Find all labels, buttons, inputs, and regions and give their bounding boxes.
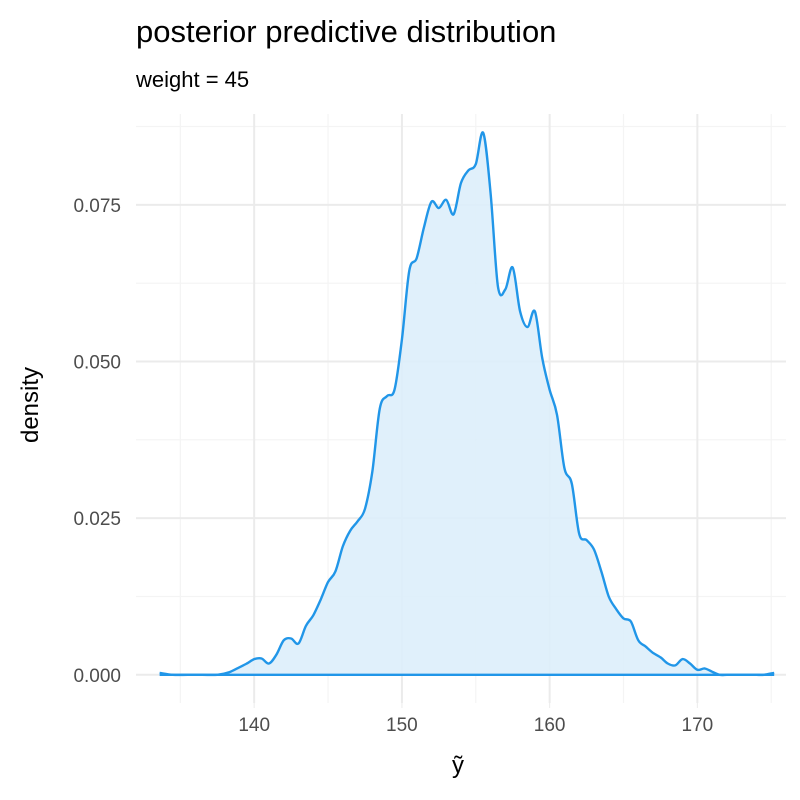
x-tick-label: 170 <box>682 715 714 736</box>
density-curve <box>159 131 775 677</box>
x-tick-label: 140 <box>238 715 270 736</box>
density-area-group <box>159 131 775 677</box>
y-tick-label: 0.025 <box>73 509 121 530</box>
x-axis-ticks: 140 150 160 170 <box>238 703 713 736</box>
y-axis-title: density <box>17 367 44 443</box>
y-axis-ticks: 0.000 0.025 0.050 0.075 <box>73 196 121 687</box>
density-area-fill <box>159 132 775 676</box>
x-axis-title: ỹ <box>452 752 464 779</box>
y-tick-label: 0.050 <box>73 353 121 374</box>
chart-title: posterior predictive distribution <box>136 14 556 49</box>
y-tick-label: 0.075 <box>73 196 121 217</box>
x-tick-label: 150 <box>386 715 418 736</box>
y-tick-label: 0.000 <box>73 666 121 687</box>
chart-subtitle: weight = 45 <box>135 67 249 92</box>
x-tick-label: 160 <box>534 715 566 736</box>
